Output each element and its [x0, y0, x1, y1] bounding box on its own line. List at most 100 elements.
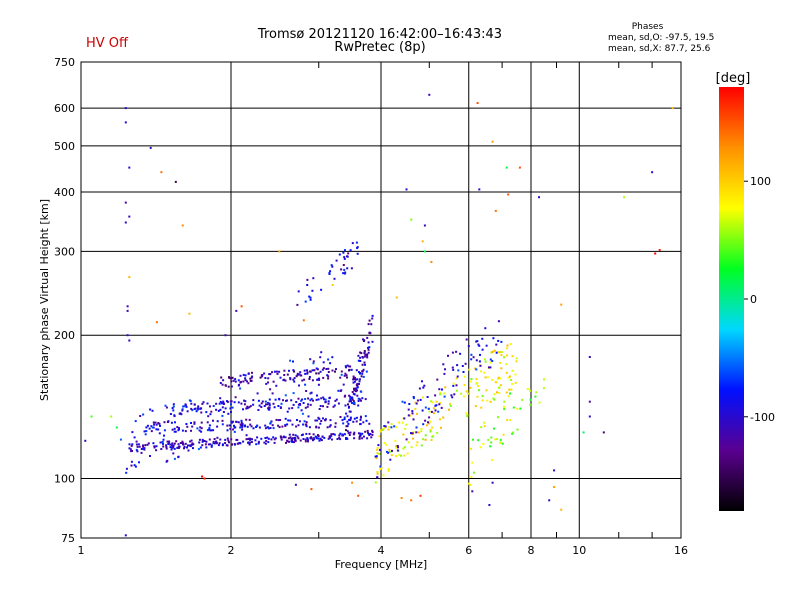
data-point — [312, 362, 315, 365]
data-point — [304, 440, 307, 443]
data-point — [161, 441, 164, 444]
data-point — [254, 439, 257, 442]
data-point — [208, 427, 211, 430]
data-point — [439, 393, 442, 396]
data-point — [144, 444, 147, 447]
data-point — [249, 380, 252, 382]
data-point — [398, 453, 401, 456]
data-point — [317, 383, 320, 386]
data-point — [213, 438, 216, 440]
data-point — [376, 471, 379, 473]
data-point — [295, 375, 298, 378]
data-point — [420, 444, 423, 447]
data-point — [304, 406, 307, 409]
data-point — [242, 408, 244, 411]
data-point — [175, 440, 178, 443]
data-point — [293, 377, 296, 380]
data-point — [163, 434, 165, 437]
data-point — [327, 377, 330, 380]
data-point — [208, 424, 211, 427]
data-point — [398, 421, 401, 424]
data-point — [357, 397, 360, 400]
data-point — [412, 418, 415, 421]
data-point — [183, 405, 186, 408]
data-point — [376, 446, 379, 449]
data-point — [503, 405, 506, 408]
data-point — [278, 370, 281, 373]
data-point — [129, 448, 132, 451]
data-point — [329, 419, 332, 422]
data-point — [359, 378, 361, 381]
data-point — [155, 321, 158, 324]
data-point — [529, 403, 532, 406]
data-point — [359, 418, 362, 421]
data-point — [332, 405, 335, 408]
data-point — [493, 349, 496, 352]
data-point — [240, 402, 243, 405]
data-point — [286, 399, 288, 402]
data-point — [180, 413, 183, 416]
data-point — [487, 439, 490, 441]
data-point — [296, 419, 298, 421]
data-point — [489, 366, 492, 369]
data-point — [364, 430, 367, 433]
data-point — [245, 418, 248, 421]
data-point — [505, 391, 508, 394]
data-point — [476, 340, 479, 343]
data-point — [309, 403, 312, 406]
data-point — [192, 443, 195, 446]
data-point — [160, 448, 163, 450]
data-point — [361, 363, 364, 366]
data-point — [324, 400, 327, 403]
data-point — [155, 423, 158, 426]
data-point — [414, 401, 417, 404]
data-point — [239, 426, 242, 429]
data-point — [149, 455, 151, 457]
data-point — [230, 380, 233, 383]
data-point — [355, 384, 358, 387]
data-point — [84, 439, 87, 442]
data-point — [169, 413, 172, 415]
data-point — [334, 399, 337, 402]
y-tick-label: 200 — [54, 329, 75, 342]
data-point — [346, 267, 349, 270]
data-point — [231, 376, 234, 379]
data-point — [201, 475, 204, 478]
data-point — [239, 387, 242, 390]
data-point — [319, 370, 322, 373]
data-point — [249, 423, 252, 426]
data-point — [186, 425, 189, 428]
data-point — [285, 441, 287, 444]
data-point — [347, 252, 350, 255]
data-point — [360, 415, 362, 418]
data-point — [367, 351, 370, 354]
data-point — [310, 488, 313, 491]
data-point — [128, 339, 131, 342]
data-point — [183, 447, 185, 450]
data-point — [297, 403, 300, 406]
data-point — [279, 407, 282, 409]
data-point — [368, 319, 371, 322]
data-point — [407, 408, 410, 411]
data-point — [476, 395, 479, 398]
data-point — [451, 396, 454, 399]
data-point — [279, 376, 282, 379]
data-point — [312, 437, 315, 440]
data-point — [190, 402, 193, 405]
data-point — [366, 336, 369, 339]
data-point — [347, 432, 350, 435]
data-point — [476, 102, 479, 104]
data-point — [475, 340, 478, 343]
data-point — [406, 452, 409, 455]
data-point — [265, 439, 268, 442]
data-point — [340, 373, 343, 376]
data-point — [242, 440, 245, 443]
data-point — [221, 383, 224, 386]
data-point — [215, 402, 218, 405]
data-point — [623, 196, 626, 199]
data-point — [234, 380, 237, 383]
data-point — [306, 371, 309, 374]
data-point — [257, 399, 260, 402]
data-point — [322, 417, 324, 420]
